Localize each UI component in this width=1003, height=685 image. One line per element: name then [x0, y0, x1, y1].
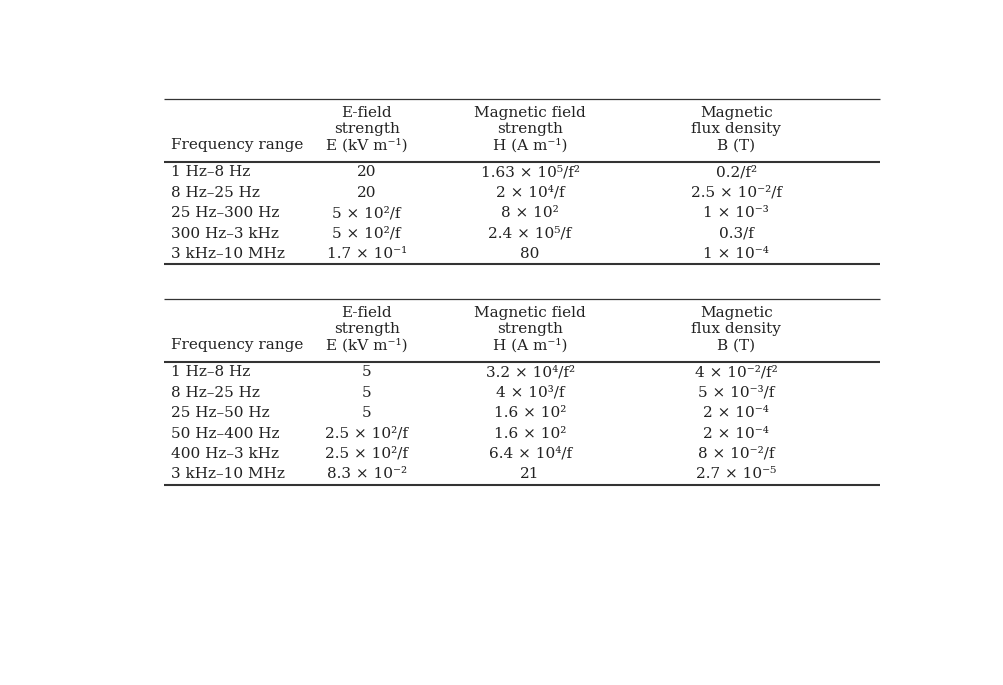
Text: 1 × 10⁻⁴: 1 × 10⁻⁴ [703, 247, 768, 261]
Text: 2.7 × 10⁻⁵: 2.7 × 10⁻⁵ [695, 467, 775, 482]
Text: 1 Hz–8 Hz: 1 Hz–8 Hz [171, 166, 250, 179]
Text: 400 Hz–3 kHz: 400 Hz–3 kHz [171, 447, 278, 461]
Text: Magnetic
flux density
B (T): Magnetic flux density B (T) [691, 306, 780, 352]
Text: 300 Hz–3 kHz: 300 Hz–3 kHz [171, 227, 278, 240]
Text: 2.5 × 10²/f: 2.5 × 10²/f [325, 447, 408, 461]
Text: 20: 20 [357, 186, 376, 200]
Text: 50 Hz–400 Hz: 50 Hz–400 Hz [171, 427, 279, 440]
Text: 6.4 × 10⁴/f: 6.4 × 10⁴/f [488, 447, 571, 461]
Text: 25 Hz–50 Hz: 25 Hz–50 Hz [171, 406, 269, 420]
Text: 8 × 10²: 8 × 10² [500, 206, 559, 221]
Text: Frequency range: Frequency range [171, 138, 303, 152]
Text: 0.3/f: 0.3/f [718, 227, 753, 240]
Text: E-field
strength
E (kV m⁻¹): E-field strength E (kV m⁻¹) [326, 105, 407, 153]
Text: 3 kHz–10 MHz: 3 kHz–10 MHz [171, 247, 284, 261]
Text: 2 × 10⁻⁴: 2 × 10⁻⁴ [703, 427, 768, 440]
Text: 1.6 × 10²: 1.6 × 10² [493, 406, 566, 420]
Text: 3 kHz–10 MHz: 3 kHz–10 MHz [171, 467, 284, 482]
Text: 2.4 × 10⁵/f: 2.4 × 10⁵/f [488, 227, 571, 240]
Text: 25 Hz–300 Hz: 25 Hz–300 Hz [171, 206, 279, 221]
Text: 80: 80 [520, 247, 540, 261]
Text: 3.2 × 10⁴/f²: 3.2 × 10⁴/f² [485, 365, 574, 379]
Text: 8 Hz–25 Hz: 8 Hz–25 Hz [171, 386, 259, 400]
Text: 1.63 × 10⁵/f²: 1.63 × 10⁵/f² [480, 166, 579, 179]
Text: 1.6 × 10²: 1.6 × 10² [493, 427, 566, 440]
Text: 4 × 10³/f: 4 × 10³/f [495, 386, 564, 400]
Text: 1 × 10⁻³: 1 × 10⁻³ [703, 206, 768, 221]
Text: Magnetic field
strength
H (A m⁻¹): Magnetic field strength H (A m⁻¹) [473, 105, 586, 153]
Text: E-field
strength
E (kV m⁻¹): E-field strength E (kV m⁻¹) [326, 306, 407, 352]
Text: 1 Hz–8 Hz: 1 Hz–8 Hz [171, 365, 250, 379]
Text: 2 × 10⁻⁴: 2 × 10⁻⁴ [703, 406, 768, 420]
Text: Frequency range: Frequency range [171, 338, 303, 352]
Text: 21: 21 [520, 467, 540, 482]
Text: 2 × 10⁴/f: 2 × 10⁴/f [495, 186, 564, 200]
Text: Magnetic field
strength
H (A m⁻¹): Magnetic field strength H (A m⁻¹) [473, 306, 586, 352]
Text: 5: 5 [361, 406, 371, 420]
Text: 20: 20 [357, 166, 376, 179]
Text: 0.2/f²: 0.2/f² [715, 166, 756, 179]
Text: 2.5 × 10²/f: 2.5 × 10²/f [325, 427, 408, 440]
Text: 5: 5 [361, 365, 371, 379]
Text: 4 × 10⁻²/f²: 4 × 10⁻²/f² [694, 365, 777, 379]
Text: 5 × 10²/f: 5 × 10²/f [332, 206, 400, 221]
Text: 5: 5 [361, 386, 371, 400]
Text: 5 × 10⁻³/f: 5 × 10⁻³/f [697, 386, 773, 400]
Text: Magnetic
flux density
B (T): Magnetic flux density B (T) [691, 106, 780, 152]
Text: 2.5 × 10⁻²/f: 2.5 × 10⁻²/f [690, 186, 781, 200]
Text: 8 Hz–25 Hz: 8 Hz–25 Hz [171, 186, 259, 200]
Text: 8 × 10⁻²/f: 8 × 10⁻²/f [697, 447, 773, 461]
Text: 8.3 × 10⁻²: 8.3 × 10⁻² [326, 467, 406, 482]
Text: 1.7 × 10⁻¹: 1.7 × 10⁻¹ [326, 247, 406, 261]
Text: 5 × 10²/f: 5 × 10²/f [332, 227, 400, 240]
